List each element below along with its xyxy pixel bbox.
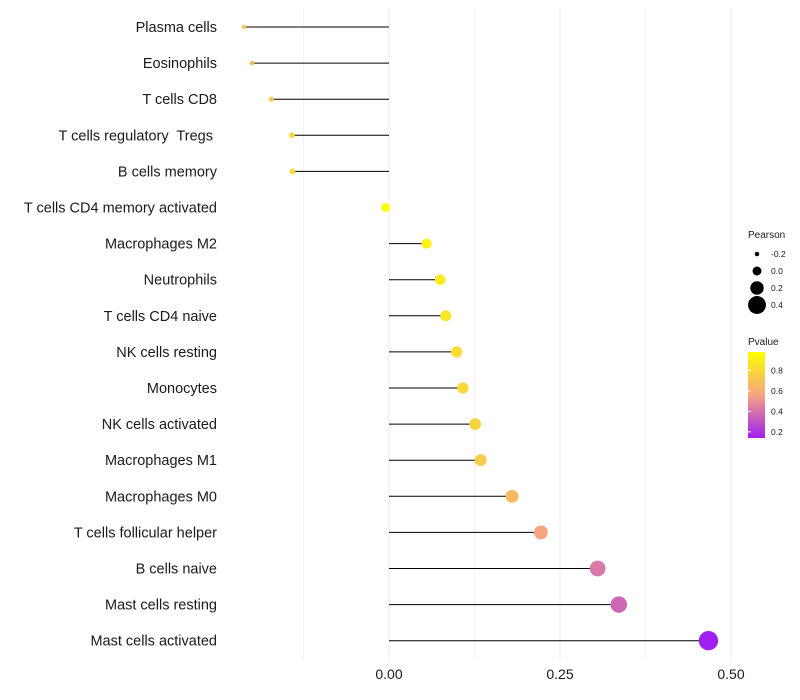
lollipop-points	[241, 24, 719, 651]
legend-pvalue: Pvalue 0.8 0.6 0.4 0.2	[748, 337, 783, 438]
y-tick-label: Macrophages M0	[105, 489, 217, 505]
legend-pearson: Pearson -0.2 0.0 0.2 0.4	[748, 230, 786, 314]
data-point	[469, 418, 482, 430]
y-tick-label: Mast cells activated	[90, 634, 217, 650]
data-point	[288, 132, 295, 139]
legend-size-key	[750, 281, 764, 295]
x-tick-label: 0.00	[375, 666, 402, 682]
y-tick-label: T cells CD8	[142, 92, 217, 108]
y-tick-label: Macrophages M2	[105, 237, 217, 253]
data-point	[610, 596, 628, 613]
legend-pvalue-title: Pvalue	[748, 337, 779, 348]
gridlines	[303, 8, 732, 660]
data-point	[289, 168, 296, 175]
legend-pearson-title: Pearson	[748, 230, 785, 241]
legend-size-label: 0.0	[771, 266, 783, 276]
y-tick-label: Mast cells resting	[105, 598, 217, 614]
data-point	[589, 560, 606, 577]
y-tick-label: NK cells activated	[102, 417, 217, 433]
legend-size-label: -0.2	[771, 249, 786, 259]
y-tick-label: T cells regulatory Tregs	[59, 128, 218, 144]
pvalue-colorbar	[748, 352, 765, 438]
y-tick-label: B cells naive	[136, 562, 217, 578]
legend-size-key	[754, 251, 760, 257]
data-point	[505, 489, 519, 503]
y-tick-label: Monocytes	[147, 381, 217, 397]
legend-size-label: 0.2	[771, 283, 783, 293]
data-point	[241, 24, 247, 30]
data-point	[268, 96, 274, 102]
y-tick-label: Macrophages M1	[105, 453, 217, 469]
data-point	[533, 525, 548, 540]
legend-color-label: 0.6	[771, 386, 783, 396]
y-tick-label: T cells CD4 memory activated	[24, 201, 217, 217]
y-tick-label: B cells memory	[118, 164, 218, 180]
x-tick-label: 0.25	[546, 666, 573, 682]
y-tick-label: T cells follicular helper	[74, 525, 217, 541]
legend-color-label: 0.8	[771, 365, 783, 375]
data-point	[698, 631, 719, 651]
y-tick-label: NK cells resting	[116, 345, 217, 361]
x-axis-ticks: 0.00 0.25 0.50	[375, 666, 744, 682]
data-point	[457, 382, 469, 394]
data-point	[421, 238, 432, 249]
legend-color-label: 0.2	[771, 427, 783, 437]
y-tick-label: T cells CD4 naive	[104, 309, 217, 325]
y-axis-labels: Plasma cells Eosinophils T cells CD8 T cell…	[24, 20, 218, 650]
y-tick-label: Neutrophils	[144, 273, 217, 289]
data-point	[451, 346, 463, 358]
y-tick-label: Eosinophils	[143, 56, 217, 72]
legend-color-label: 0.4	[771, 406, 783, 416]
legend-size-key	[752, 266, 762, 276]
data-point	[249, 60, 255, 66]
x-tick-label: 0.50	[717, 666, 744, 682]
data-point	[381, 203, 390, 212]
data-point	[440, 310, 452, 322]
legend-size-key	[748, 296, 766, 314]
lollipop-segments	[243, 26, 709, 642]
data-point	[434, 274, 446, 286]
data-point	[474, 454, 487, 467]
y-tick-label: Plasma cells	[136, 20, 217, 36]
legend-size-label: 0.4	[771, 300, 783, 310]
